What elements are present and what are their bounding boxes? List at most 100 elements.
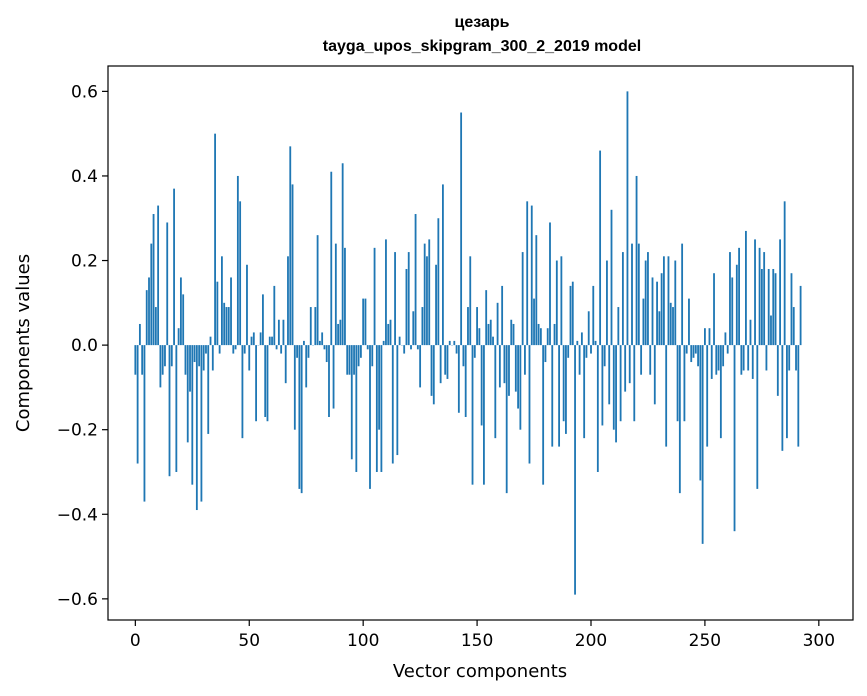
bar-118 xyxy=(403,345,406,354)
bar-282 xyxy=(776,345,779,396)
bar-197 xyxy=(583,345,586,439)
bar-14 xyxy=(166,222,169,346)
x-tick-label: 300 xyxy=(803,631,835,651)
bar-144 xyxy=(462,345,465,367)
bar-243 xyxy=(688,298,690,346)
bar-205 xyxy=(601,345,604,426)
bar-73 xyxy=(300,345,303,494)
bar-201 xyxy=(592,285,595,346)
bar-272 xyxy=(754,239,756,346)
bar-231 xyxy=(660,273,663,346)
bar-168 xyxy=(517,345,519,409)
bar-275 xyxy=(760,268,763,346)
bar-59 xyxy=(268,336,271,346)
bar-242 xyxy=(685,345,688,354)
bar-127 xyxy=(423,243,426,346)
bar-111 xyxy=(387,323,390,346)
bar-269 xyxy=(747,345,750,371)
bar-224 xyxy=(644,260,647,346)
bar-series xyxy=(134,91,802,595)
bar-255 xyxy=(715,345,718,375)
bar-132 xyxy=(435,264,437,346)
bar-229 xyxy=(656,281,658,346)
bar-138 xyxy=(448,340,451,346)
bar-162 xyxy=(503,345,506,384)
bar-9 xyxy=(154,307,157,346)
bar-63 xyxy=(277,319,280,346)
bar-64 xyxy=(280,345,283,354)
x-tick-label: 0 xyxy=(130,631,141,651)
bar-181 xyxy=(546,328,549,346)
bar-68 xyxy=(289,146,292,346)
bar-146 xyxy=(467,307,469,346)
bar-37 xyxy=(218,345,221,354)
bar-17 xyxy=(173,188,175,346)
bar-220 xyxy=(635,175,638,346)
bar-178 xyxy=(539,328,542,346)
bar-91 xyxy=(341,163,344,346)
bar-257 xyxy=(719,345,722,439)
bar-254 xyxy=(713,273,715,346)
bar-102 xyxy=(366,345,369,350)
bar-101 xyxy=(364,298,367,346)
bar-113 xyxy=(391,345,394,464)
y-tick-label: 0.2 xyxy=(71,252,98,272)
bar-234 xyxy=(667,256,670,346)
bar-67 xyxy=(287,256,289,346)
bar-66 xyxy=(284,345,287,384)
bar-239 xyxy=(678,345,681,494)
bar-274 xyxy=(758,247,761,346)
bar-173 xyxy=(528,345,531,464)
bar-171 xyxy=(524,345,526,375)
bar-65 xyxy=(282,319,285,346)
bar-43 xyxy=(232,345,235,354)
bar-19 xyxy=(177,328,180,346)
bar-25 xyxy=(191,345,194,485)
bar-128 xyxy=(426,256,428,346)
bar-182 xyxy=(549,222,551,346)
bar-183 xyxy=(551,345,554,447)
bar-105 xyxy=(373,247,376,346)
x-axis-ticks: 0 50 100 150 200 250 300 xyxy=(130,620,835,651)
bar-41 xyxy=(227,307,230,346)
bar-123 xyxy=(414,214,417,346)
bar-195 xyxy=(578,345,581,375)
bar-154 xyxy=(485,290,488,346)
bar-5 xyxy=(145,290,148,346)
bar-267 xyxy=(742,345,745,371)
bar-104 xyxy=(371,345,374,367)
bar-292 xyxy=(799,285,802,346)
bar-56 xyxy=(262,294,264,346)
bar-203 xyxy=(596,345,599,472)
bar-226 xyxy=(649,345,652,375)
bar-174 xyxy=(530,205,533,346)
bar-179 xyxy=(542,345,545,485)
bar-280 xyxy=(772,268,775,346)
y-axis-ticks: −0.6 −0.4 −0.2 0.0 0.2 0.4 0.6 xyxy=(57,82,108,610)
bar-260 xyxy=(726,345,729,354)
bar-145 xyxy=(464,345,467,417)
bar-170 xyxy=(521,252,524,346)
bar-96 xyxy=(353,345,355,375)
bar-53 xyxy=(255,345,257,422)
bar-287 xyxy=(788,345,791,371)
bar-49 xyxy=(246,264,248,346)
bar-236 xyxy=(672,307,674,346)
bar-207 xyxy=(606,260,608,346)
bar-10 xyxy=(157,205,160,346)
y-tick-label: 0.0 xyxy=(71,336,98,356)
chart-subtitle: tayga_upos_skipgram_300_2_2019 model xyxy=(323,38,641,55)
bar-217 xyxy=(628,345,631,384)
bar-248 xyxy=(699,345,702,481)
x-tick-label: 100 xyxy=(347,631,379,651)
bar-159 xyxy=(496,302,499,346)
bar-232 xyxy=(662,256,665,346)
bar-177 xyxy=(537,323,540,346)
bar-186 xyxy=(558,345,561,447)
bar-290 xyxy=(795,345,797,371)
bar-107 xyxy=(378,345,381,430)
bar-40 xyxy=(225,307,228,346)
bar-82 xyxy=(321,332,324,346)
bar-149 xyxy=(473,345,476,358)
bar-235 xyxy=(669,302,672,346)
